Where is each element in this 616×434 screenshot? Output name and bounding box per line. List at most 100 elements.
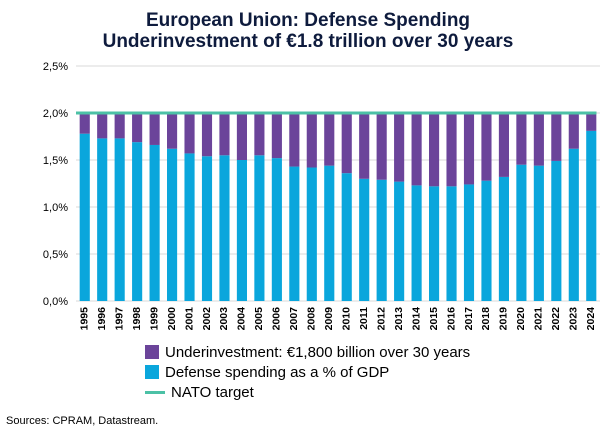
bar-underinvestment [446, 113, 457, 187]
bar-underinvestment [201, 113, 213, 157]
x-tick-label: 2007 [288, 307, 300, 331]
bar-defense-spending [411, 185, 422, 301]
bar-defense-spending [236, 160, 247, 301]
y-tick-label: 0,0% [43, 296, 68, 308]
x-tick-label: 2012 [375, 307, 387, 331]
chart-title: European Union: Defense Spending Underin… [0, 10, 616, 52]
bar-underinvestment [359, 113, 370, 179]
bar-defense-spending [97, 138, 108, 301]
legend-swatch-underinvestment [145, 345, 159, 359]
bar-defense-spending [463, 184, 475, 301]
x-tick-label: 2011 [358, 307, 370, 330]
bar-defense-spending [306, 167, 317, 301]
y-tick-label: 1,5% [43, 155, 68, 167]
bar-underinvestment [219, 113, 230, 156]
bar-defense-spending [149, 144, 160, 301]
bar-underinvestment [411, 113, 422, 186]
bar-defense-spending [429, 186, 440, 301]
bar-defense-spending [446, 186, 457, 301]
x-tick-label: 2005 [253, 307, 265, 331]
x-tick-label: 2000 [166, 307, 178, 331]
chart-title-line-1: European Union: Defense Spending [145, 10, 471, 31]
bar-underinvestment [394, 113, 405, 182]
bar-underinvestment [236, 113, 247, 160]
bar-defense-spending [254, 155, 265, 301]
x-tick-label: 2010 [341, 307, 353, 331]
source-note: Sources: CPRAM, Datastream. [6, 415, 159, 427]
x-tick-label: 2014 [410, 307, 422, 331]
x-tick-label: 2006 [271, 307, 283, 331]
x-tick-label: 1998 [131, 307, 143, 331]
y-tick-label: 1,0% [43, 202, 68, 214]
bar-underinvestment [516, 113, 527, 165]
x-tick-label: 2002 [201, 307, 213, 331]
bar-defense-spending [289, 166, 300, 301]
bar-defense-spending [341, 173, 352, 301]
x-tick-label: 2001 [183, 307, 195, 331]
bar-underinvestment [481, 113, 492, 181]
x-tick-label: 1997 [113, 307, 125, 331]
y-tick-label: 0,5% [43, 249, 68, 261]
x-tick-label: 2018 [480, 307, 492, 331]
bar-underinvestment [341, 113, 352, 174]
x-tick-label: 2020 [515, 307, 527, 331]
bar-underinvestment [586, 113, 597, 131]
x-tick-label: 1995 [79, 307, 91, 331]
bar-underinvestment [97, 113, 108, 139]
x-tick-label: 2004 [236, 307, 248, 331]
legend-label-defense-spending: Defense spending as a % of GDP [165, 363, 390, 381]
bar-defense-spending [551, 160, 562, 301]
bar-defense-spending [394, 181, 405, 301]
legend-item-nato-target: NATO target [145, 382, 470, 402]
bar-defense-spending [184, 153, 195, 301]
bar-underinvestment [533, 113, 544, 166]
chart-title-line-2: Underinvestment of €1.8 trillion over 30… [102, 31, 514, 52]
bar-defense-spending [359, 178, 370, 301]
bar-underinvestment [167, 113, 178, 149]
x-tick-label: 1999 [148, 307, 160, 331]
bar-underinvestment [498, 113, 509, 177]
bar-underinvestment [463, 113, 475, 185]
x-tick-label: 2013 [393, 307, 405, 331]
x-tick-label: 2024 [585, 307, 597, 331]
bar-defense-spending [79, 133, 90, 301]
legend-swatch-defense-spending [145, 365, 159, 379]
x-tick-label: 1996 [96, 307, 108, 331]
legend: Underinvestment: €1,800 billion over 30 … [145, 342, 470, 402]
bar-underinvestment [79, 113, 90, 134]
legend-label-underinvestment: Underinvestment: €1,800 billion over 30 … [165, 343, 471, 361]
bar-underinvestment [271, 113, 282, 159]
x-tick-label: 2008 [306, 307, 318, 331]
bar-defense-spending [201, 156, 213, 301]
legend-label-nato-target: NATO target [171, 383, 254, 401]
bar-underinvestment [184, 113, 195, 154]
legend-item-defense-spending: Defense spending as a % of GDP [145, 362, 470, 382]
y-tick-label: 2,0% [43, 108, 68, 120]
bar-defense-spending [586, 130, 597, 301]
x-tick-label: 2016 [445, 307, 457, 331]
bar-defense-spending [481, 180, 492, 301]
bar-defense-spending [498, 176, 509, 301]
x-tick-label: 2009 [323, 307, 335, 331]
bar-underinvestment [149, 113, 160, 145]
bar-underinvestment [114, 113, 125, 139]
bar-defense-spending [324, 165, 335, 301]
x-tick-label: 2017 [463, 307, 475, 331]
bar-chart: 0,0% 0,5% 1,0% 1,5% 2,0% 2,5% 1995 1996 1997 1998… [43, 61, 600, 331]
bar-defense-spending [132, 142, 143, 301]
bar-defense-spending [271, 158, 282, 301]
bar-defense-spending [376, 179, 387, 301]
x-tick-label: 2003 [218, 307, 230, 331]
bar-defense-spending [568, 148, 579, 301]
legend-item-underinvestment: Underinvestment: €1,800 billion over 30 … [145, 342, 470, 362]
bar-defense-spending [219, 155, 230, 301]
bar-underinvestment [132, 113, 143, 143]
bar-underinvestment [429, 113, 440, 187]
x-tick-label: 2022 [550, 307, 562, 331]
x-tick-label: 2021 [533, 307, 545, 331]
bar-defense-spending [114, 138, 125, 301]
bar-underinvestment [254, 113, 265, 156]
bar-underinvestment [376, 113, 387, 180]
bar-defense-spending [167, 148, 178, 301]
bar-defense-spending [533, 165, 544, 301]
